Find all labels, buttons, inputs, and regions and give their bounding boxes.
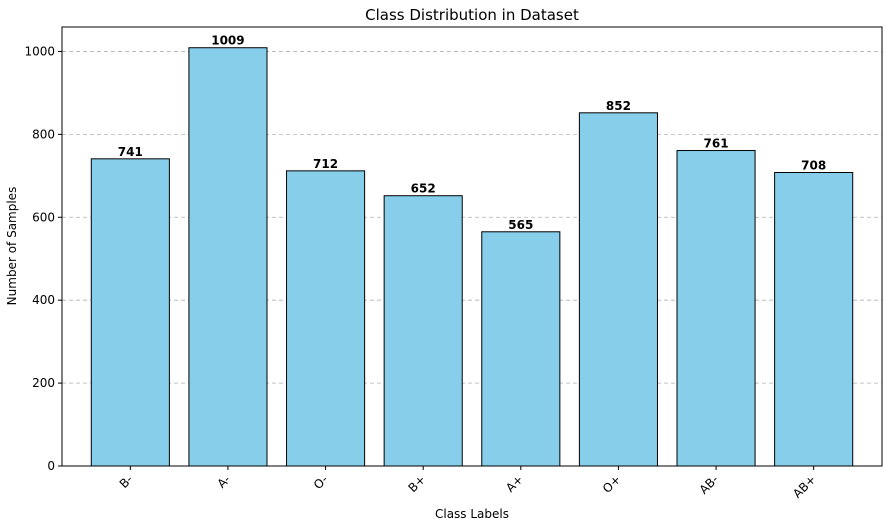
value-label: 565 (508, 218, 533, 232)
value-label: 741 (118, 145, 143, 159)
value-label: 652 (411, 182, 436, 196)
plot-frame (61, 26, 883, 467)
x-axis: B- A- O- B+ A+ O+ AB- AB+ (117, 466, 819, 501)
bar-O+ (578, 112, 658, 467)
value-label: 712 (313, 157, 338, 171)
value-label: 1009 (211, 34, 244, 48)
value-label: 708 (801, 159, 826, 173)
x-tick-label: O+ (600, 472, 624, 496)
value-label: 761 (704, 137, 729, 151)
value-labels: 741 1009 712 652 565 852 761 708 (118, 34, 826, 232)
bar-A+ (481, 231, 561, 467)
grid-lines (62, 51, 882, 384)
bar-A- (188, 47, 268, 467)
bar-AB+ (774, 172, 854, 467)
bar-O- (286, 170, 366, 467)
x-tick-label: A- (214, 472, 233, 491)
y-tick-label: 1000 (24, 44, 55, 58)
x-tick-label: AB- (697, 472, 722, 497)
y-tick-label: 400 (32, 293, 55, 307)
x-tick-label: B+ (405, 472, 428, 495)
chart-title: Class Distribution in Dataset (365, 6, 579, 24)
y-axis: 0 200 400 600 800 1000 (24, 44, 62, 473)
bar-B- (90, 158, 170, 467)
x-tick-label: AB+ (790, 472, 819, 501)
value-label: 852 (606, 99, 631, 113)
x-axis-label: Class Labels (435, 507, 509, 521)
y-tick-label: 0 (47, 459, 55, 473)
bars (90, 47, 854, 467)
bar-B+ (383, 195, 463, 467)
y-tick-label: 200 (32, 376, 55, 390)
x-tick-label: B- (117, 472, 136, 491)
x-tick-label: O- (311, 472, 331, 492)
x-tick-label: A+ (503, 472, 526, 495)
y-axis-label: Number of Samples (5, 187, 19, 306)
y-tick-label: 800 (32, 127, 55, 141)
y-tick-label: 600 (32, 210, 55, 224)
bar-AB- (676, 150, 756, 467)
